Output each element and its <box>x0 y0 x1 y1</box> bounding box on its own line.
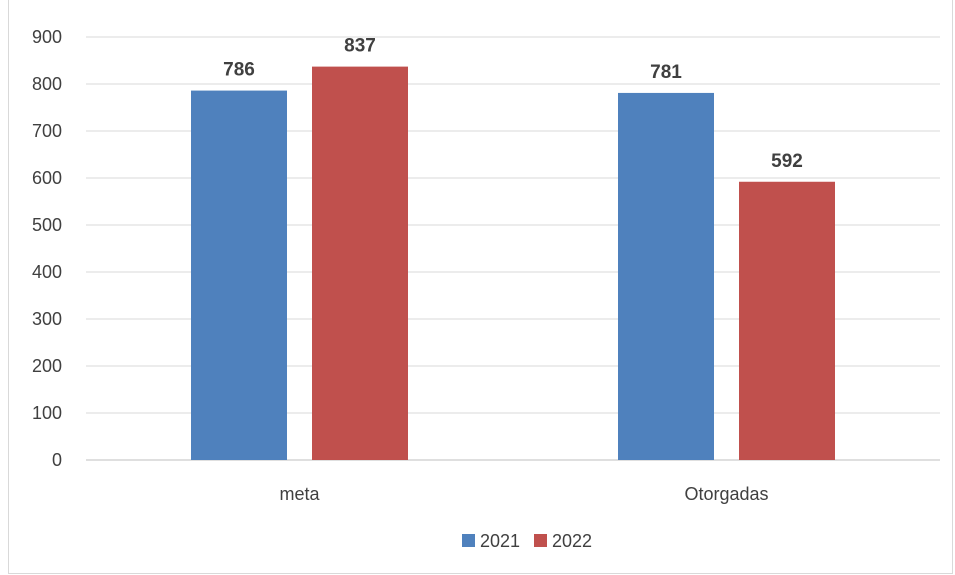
bar-2021-Otorgadas <box>618 92 714 461</box>
y-tick-label: 900 <box>32 27 62 47</box>
legend-item-2022: 2022 <box>534 531 592 551</box>
x-category-label: Otorgadas <box>684 484 768 504</box>
legend-label: 2022 <box>552 531 592 551</box>
legend-swatch <box>534 534 547 547</box>
bar-2022-meta <box>312 66 408 461</box>
y-tick-label: 0 <box>52 450 62 470</box>
legend-swatch <box>462 534 475 547</box>
y-tick-label: 700 <box>32 121 62 141</box>
x-axis-categories: meta Otorgadas <box>279 484 768 504</box>
y-tick-label: 500 <box>32 215 62 235</box>
data-label-2021-meta: 786 <box>223 60 255 81</box>
y-tick-label: 300 <box>32 309 62 329</box>
y-tick-label: 200 <box>32 356 62 376</box>
x-category-label: meta <box>279 484 320 504</box>
y-axis-ticks: 0 100 200 300 400 500 600 700 800 900 <box>32 27 62 470</box>
y-tick-label: 400 <box>32 262 62 282</box>
data-label-2021-Otorgadas: 781 <box>650 62 682 83</box>
y-tick-label: 100 <box>32 403 62 423</box>
legend-label: 2021 <box>480 531 520 551</box>
bar-2021-meta <box>191 90 287 460</box>
y-tick-label: 600 <box>32 168 62 188</box>
y-tick-label: 800 <box>32 74 62 94</box>
bar-2022-Otorgadas <box>739 181 835 460</box>
legend: 2021 2022 <box>462 531 592 551</box>
legend-item-2021: 2021 <box>462 531 520 551</box>
data-label-2022-meta: 837 <box>344 36 376 57</box>
data-label-2022-Otorgadas: 592 <box>771 151 803 172</box>
bars <box>191 66 835 461</box>
data-labels: 786 837 781 592 <box>223 36 803 172</box>
